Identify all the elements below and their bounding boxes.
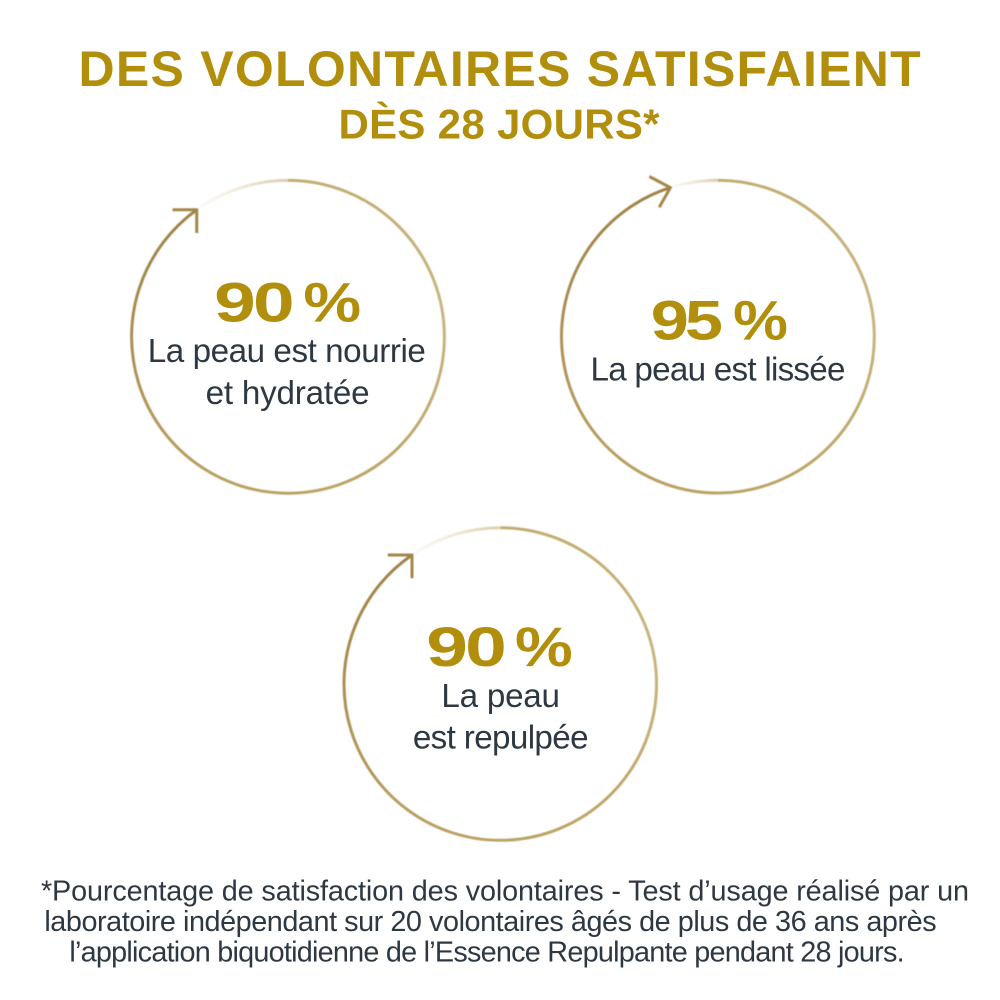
svg-text:DES VOLONTAIRES SATISFAIENT: DES VOLONTAIRES SATISFAIENT [79, 41, 922, 97]
svg-text:laboratoire indépendant sur 20: laboratoire indépendant sur 20 volontair… [44, 906, 936, 938]
svg-text:et hydratée: et hydratée [206, 375, 370, 412]
svg-text:90: 90 [426, 616, 504, 678]
svg-text:*Pourcentage de satisfaction d: *Pourcentage de satisfaction des volonta… [41, 875, 969, 907]
svg-text:90: 90 [214, 271, 292, 333]
svg-text:DÈS 28 JOURS*: DÈS 28 JOURS* [338, 101, 660, 148]
svg-text:La peau est lissée: La peau est lissée [591, 351, 845, 388]
svg-text:La peau: La peau [441, 678, 559, 715]
svg-text:%: % [515, 616, 573, 678]
svg-text:95: 95 [651, 290, 721, 351]
svg-text:%: % [733, 290, 788, 352]
svg-text:%: % [303, 271, 361, 333]
svg-text:La peau est nourrie: La peau est nourrie [148, 333, 426, 370]
svg-text:l’application biquotidienne de: l’application biquotidienne de l’Essence… [69, 937, 904, 969]
svg-text:est repulpée: est repulpée [413, 720, 588, 757]
